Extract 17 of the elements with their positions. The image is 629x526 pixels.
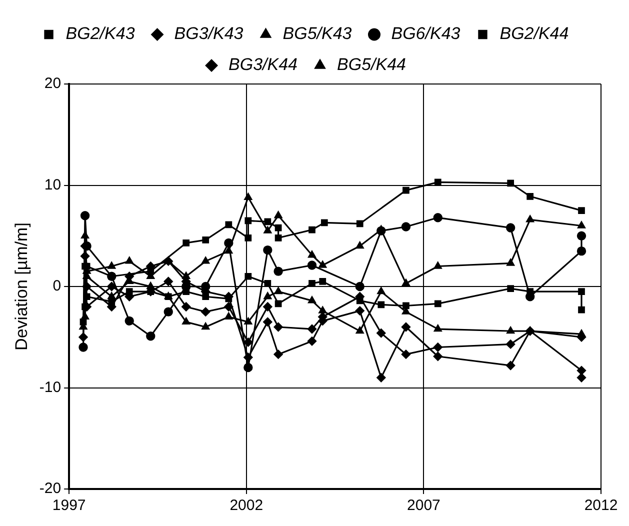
y-tick-label: 10: [44, 176, 62, 194]
legend-label: BG2/K43: [66, 24, 136, 44]
legend-label: BG3/K44: [228, 55, 298, 74]
x-tick-label: 1997: [52, 497, 86, 514]
legend-label: BG5/K43: [282, 24, 352, 44]
y-tick-label: -20: [39, 480, 62, 498]
x-tick-label: 2002: [230, 497, 264, 514]
x-tick-label: 2012: [584, 497, 618, 514]
legend-label: BG3/K43: [174, 24, 244, 44]
legend-label: BG2/K44: [500, 24, 569, 44]
y-tick-label: -10: [39, 378, 62, 396]
y-tick-label: 20: [44, 75, 62, 92]
legend-label: BG5/K44: [337, 55, 406, 74]
legend-label: BG6/K43: [391, 24, 461, 44]
y-tick-label: 0: [52, 278, 62, 295]
y-axis-title: Deviation [µm/m]: [12, 222, 31, 350]
x-tick-label: 2007: [407, 497, 440, 514]
